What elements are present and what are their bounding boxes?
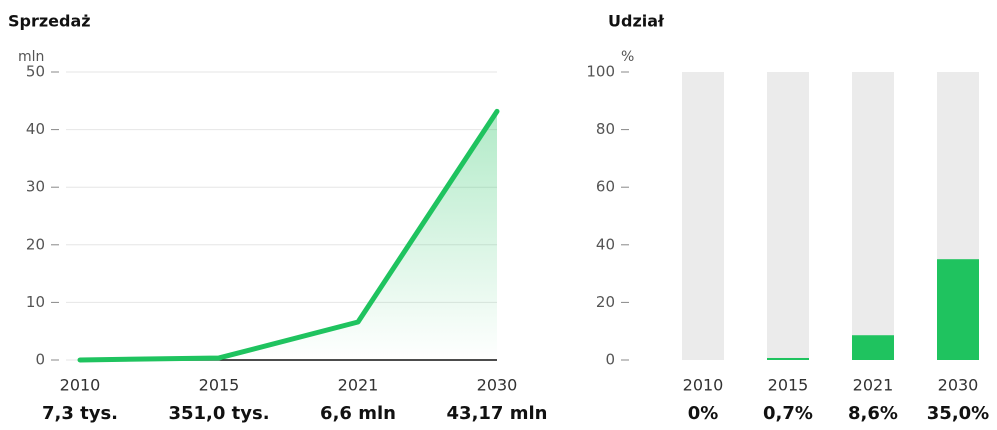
y-tick-label: 20 — [26, 235, 45, 253]
y-tick-label: 30 — [26, 178, 45, 196]
x-tick-label: 2021 — [853, 376, 894, 395]
y-tick-label: 10 — [26, 293, 45, 311]
x-tick-label: 2030 — [938, 376, 979, 395]
x-tick-label: 2030 — [477, 376, 518, 395]
bar-background — [767, 72, 809, 360]
y-axis-label: mln — [18, 49, 44, 65]
chart-title: Udział — [608, 12, 665, 31]
y-tick-label: 80 — [596, 120, 615, 138]
bar — [852, 335, 894, 360]
line — [77, 108, 500, 363]
x-tick-label: 2015 — [768, 376, 809, 395]
value-label: 0% — [688, 403, 719, 424]
y-tick-label: 0 — [605, 351, 615, 369]
area — [80, 111, 497, 361]
x-tick-label: 2010 — [683, 376, 724, 395]
bar-background — [852, 72, 894, 360]
y-tick-label: 40 — [26, 120, 45, 138]
value-label: 6,6 mln — [320, 403, 396, 424]
y-tick-label: 20 — [596, 293, 615, 311]
value-label: 7,3 tys. — [42, 403, 118, 424]
x-tick-label: 2021 — [338, 376, 379, 395]
y-tick-label: 40 — [596, 235, 615, 253]
chart-title: Sprzedaż — [8, 12, 91, 31]
y-tick-label: 50 — [26, 63, 45, 81]
x-tick-label: 2015 — [199, 376, 240, 395]
bar — [767, 357, 809, 360]
x-tick-label: 2010 — [60, 376, 101, 395]
value-label: 0,7% — [763, 403, 813, 424]
value-label: 43,17 mln — [447, 403, 548, 424]
bar — [937, 259, 979, 360]
y-axis-label: % — [621, 49, 634, 65]
y-tick-label: 60 — [596, 178, 615, 196]
bar-background — [682, 72, 724, 360]
value-label: 8,6% — [848, 403, 898, 424]
y-tick-label: 100 — [586, 63, 615, 81]
value-label: 35,0% — [927, 403, 989, 424]
y-tick-label: 0 — [35, 351, 45, 369]
value-label: 351,0 tys. — [168, 403, 269, 424]
